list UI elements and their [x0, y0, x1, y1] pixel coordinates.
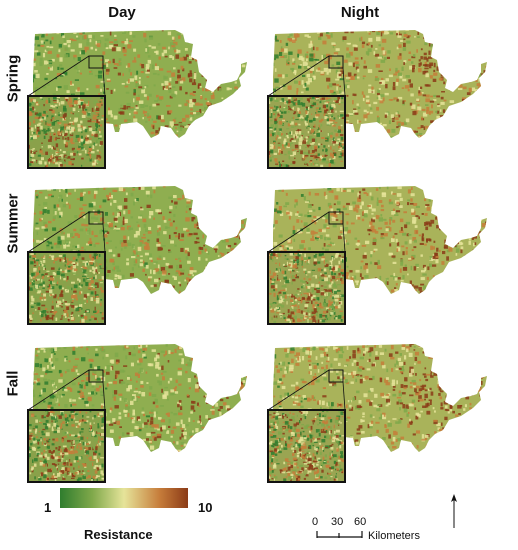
scale-bar — [314, 527, 466, 543]
map-night-spring — [265, 22, 503, 172]
scale-tick-60: 60 — [354, 516, 367, 528]
map-day-summer — [25, 178, 263, 328]
map-day-fall — [25, 336, 263, 486]
scale-tick-0: 0 — [312, 516, 319, 528]
legend-min-label: 1 — [44, 500, 52, 515]
legend-max-label: 10 — [198, 500, 213, 515]
row-title-fall: Fall — [4, 370, 22, 397]
legend-color-ramp — [60, 488, 188, 508]
row-title-summer: Summer — [4, 193, 22, 254]
row-title-spring: Spring — [4, 54, 22, 103]
legend-title: Resistance — [84, 527, 153, 542]
north-arrow-icon — [448, 492, 460, 532]
map-night-fall — [265, 336, 503, 486]
scale-unit-label: Kilometers — [368, 530, 420, 542]
column-title-day: Day — [108, 4, 136, 21]
column-title-night: Night — [340, 4, 380, 21]
map-day-spring — [25, 22, 263, 172]
scale-tick-30: 30 — [331, 516, 344, 528]
map-night-summer — [265, 178, 503, 328]
